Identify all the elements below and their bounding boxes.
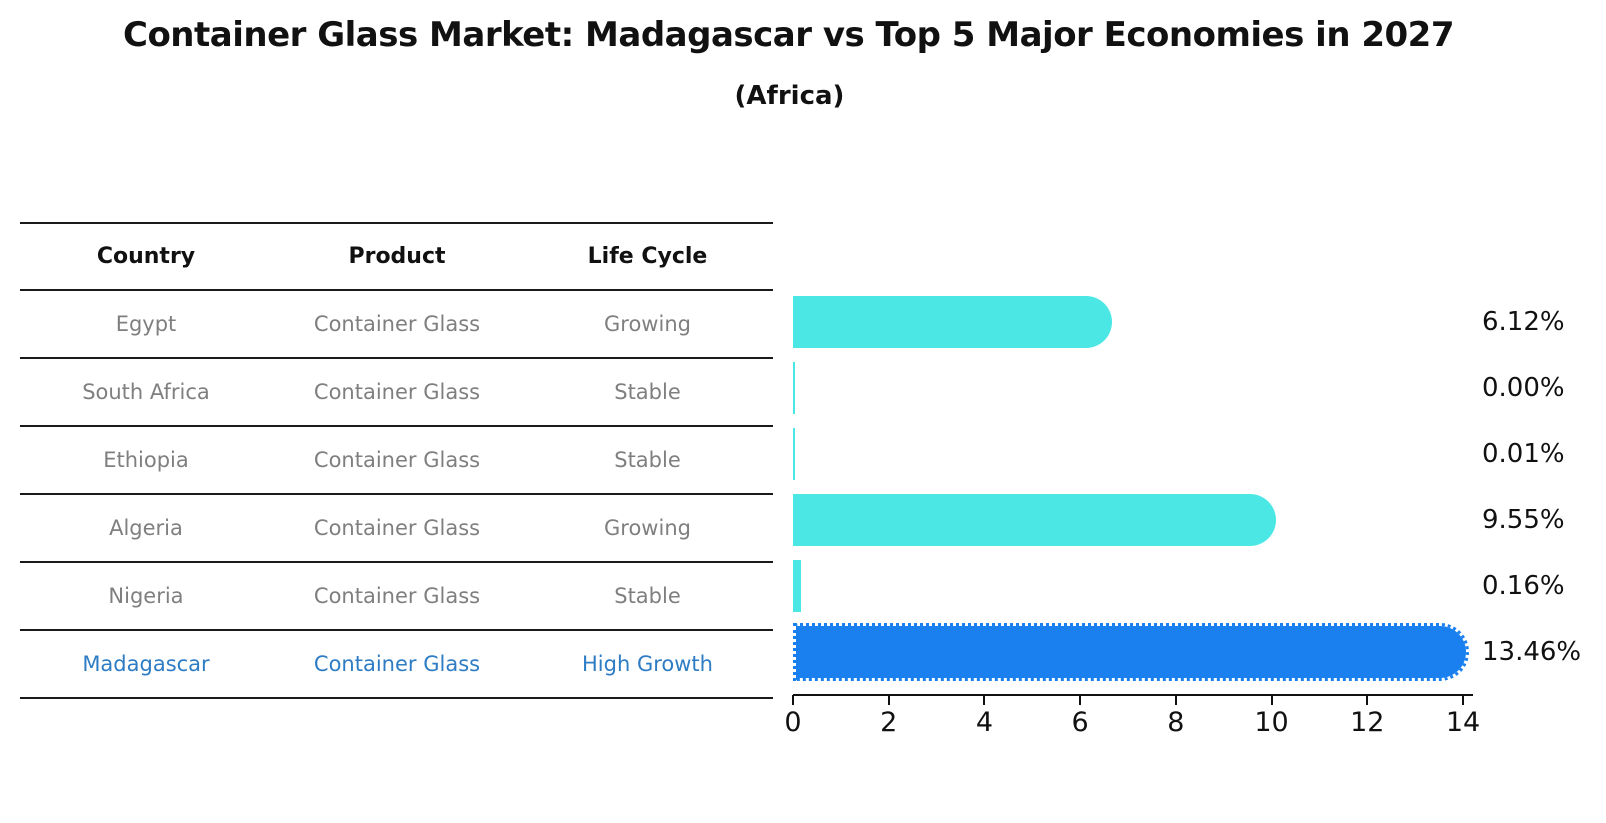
cell-country: Algeria bbox=[109, 516, 183, 540]
cell-product: Container Glass bbox=[313, 516, 481, 540]
cell-life-cycle: Growing bbox=[604, 312, 691, 336]
cell-product: Container Glass bbox=[313, 448, 481, 472]
x-tick-mark bbox=[1462, 695, 1464, 705]
x-tick-label: 14 bbox=[1445, 707, 1481, 738]
x-tick-label: 6 bbox=[1071, 707, 1089, 738]
table-row-egypt: Egypt Container Glass Growing bbox=[20, 291, 773, 359]
table-row-ethiopia: Ethiopia Container Glass Stable bbox=[20, 427, 773, 495]
cell-life-cycle: Stable bbox=[614, 380, 681, 404]
bar-ethiopia bbox=[793, 428, 795, 480]
table-row-nigeria: Nigeria Container Glass Stable bbox=[20, 563, 773, 631]
x-tick-mark bbox=[792, 695, 794, 705]
cell-product: Container Glass bbox=[313, 380, 481, 404]
bar-value-label-madagascar: 13.46% bbox=[1482, 637, 1582, 667]
cell-life-cycle: High Growth bbox=[582, 652, 713, 676]
bar-algeria bbox=[793, 494, 1277, 546]
x-tick-mark bbox=[1270, 695, 1273, 705]
cell-country: South Africa bbox=[82, 380, 210, 404]
table-row-madagascar: Madagascar Container Glass High Growth bbox=[20, 631, 773, 699]
cell-life-cycle: Growing bbox=[604, 516, 691, 540]
table-row-algeria: Algeria Container Glass Growing bbox=[20, 495, 773, 563]
bar-value-label-nigeria: 0.16% bbox=[1482, 571, 1565, 601]
bar-value-label-ethiopia: 0.01% bbox=[1482, 439, 1565, 469]
x-tick-mark bbox=[887, 695, 890, 705]
x-tick-mark bbox=[1079, 695, 1082, 705]
x-tick-mark bbox=[983, 695, 986, 705]
chart-subtitle: (Africa) bbox=[734, 81, 845, 111]
column-header-product: Product bbox=[348, 244, 446, 269]
cell-product: Container Glass bbox=[313, 652, 481, 676]
x-tick-mark bbox=[1174, 695, 1177, 705]
bar-value-label-egypt: 6.12% bbox=[1482, 307, 1565, 337]
x-tick-label: 8 bbox=[1167, 707, 1185, 738]
bar-south-africa bbox=[793, 362, 795, 414]
chart-title: Container Glass Market: Madagascar vs To… bbox=[123, 15, 1455, 55]
x-tick-label: 0 bbox=[784, 707, 802, 738]
x-tick-mark bbox=[1366, 695, 1369, 705]
cell-country: Madagascar bbox=[82, 652, 210, 676]
cell-life-cycle: Stable bbox=[614, 584, 681, 608]
cell-life-cycle: Stable bbox=[614, 448, 681, 472]
cell-country: Ethiopia bbox=[103, 448, 189, 472]
bar-value-label-algeria: 9.55% bbox=[1482, 505, 1565, 535]
cell-country: Nigeria bbox=[108, 584, 184, 608]
bar-value-label-south-africa: 0.00% bbox=[1482, 373, 1565, 403]
x-tick-label: 4 bbox=[975, 707, 994, 738]
cell-product: Container Glass bbox=[313, 584, 481, 608]
cell-country: Egypt bbox=[115, 312, 177, 336]
table-row-south-africa: South Africa Container Glass Stable bbox=[20, 359, 773, 427]
table-header-row: Country Product Life Cycle bbox=[20, 222, 773, 291]
x-tick-label: 10 bbox=[1254, 707, 1289, 738]
cell-product: Container Glass bbox=[313, 312, 481, 336]
column-header-life-cycle: Life Cycle bbox=[587, 244, 708, 269]
x-tick-label: 12 bbox=[1350, 707, 1385, 738]
bar-madagascar bbox=[793, 623, 1470, 681]
bar-egypt bbox=[793, 296, 1112, 348]
column-header-country: Country bbox=[96, 244, 196, 269]
x-axis-line bbox=[793, 694, 1473, 696]
country-table: Country Product Life Cycle Egypt Contain… bbox=[20, 222, 773, 699]
bar-nigeria bbox=[793, 560, 801, 612]
x-tick-label: 2 bbox=[880, 707, 898, 738]
